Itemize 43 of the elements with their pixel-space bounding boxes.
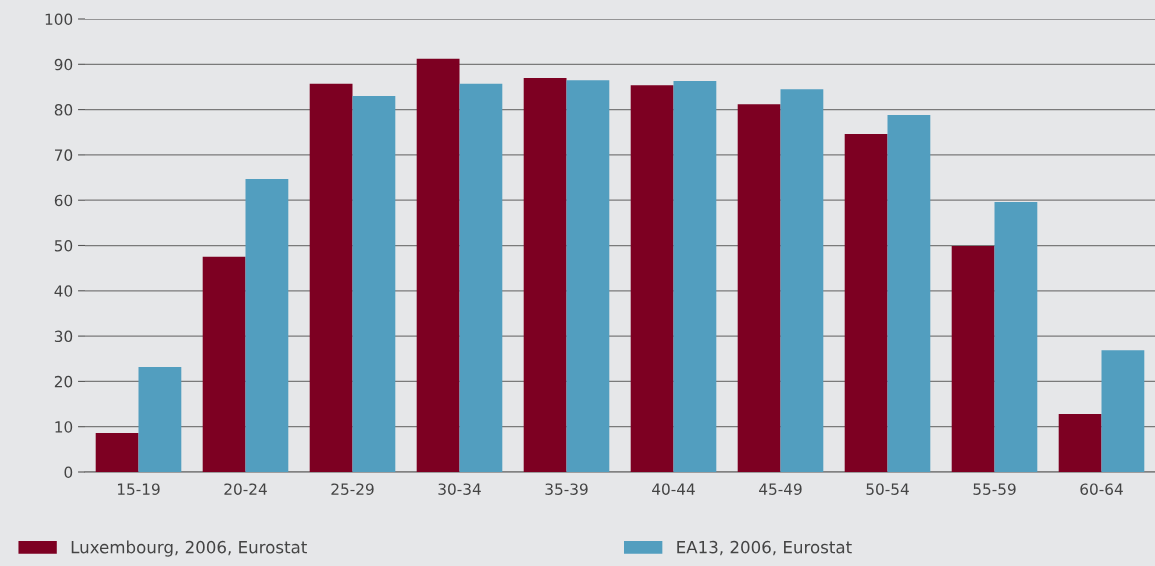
bar (673, 81, 717, 472)
y-tick-label: 0 (64, 466, 73, 479)
y-tick-label: 80 (54, 104, 73, 116)
x-tick-label: 25-29 (331, 483, 374, 495)
bar (951, 245, 995, 472)
bar (1058, 414, 1102, 472)
bar (630, 85, 674, 472)
x-tick-label: 30-34 (438, 483, 481, 495)
bar (523, 77, 567, 472)
y-tick-label: 50 (54, 239, 73, 252)
y-tick-label: 70 (55, 149, 73, 161)
y-tick-label: 10 (55, 421, 73, 433)
bar (887, 115, 931, 472)
bar (309, 83, 353, 472)
bar (994, 202, 1038, 472)
bar (566, 80, 610, 472)
x-tick-label: 50-54 (866, 483, 909, 495)
x-tick-label: 60-64 (1080, 483, 1123, 495)
bar (202, 256, 246, 472)
x-tick-label: 55-59 (973, 483, 1016, 495)
x-tick-label: 40-44 (652, 483, 695, 495)
y-tick-label: 20 (54, 375, 73, 388)
bar (95, 433, 139, 472)
bar (245, 178, 289, 472)
y-tick-label: 40 (54, 285, 73, 297)
bar (780, 89, 824, 472)
legend-label: EA13, 2006, Eurostat (677, 540, 852, 556)
y-tick-label: 30 (54, 330, 73, 343)
y-tick-label: 60 (54, 194, 73, 207)
bar (352, 96, 396, 472)
x-tick-label: 45-49 (759, 483, 802, 495)
y-tick-label: 100 (45, 13, 73, 26)
bar (416, 58, 460, 472)
x-tick-label: 20-24 (224, 483, 267, 495)
x-tick-label: 15-19 (117, 483, 160, 495)
bar (138, 366, 182, 472)
bar (1101, 350, 1145, 472)
legend-label: Luxembourg, 2006, Eurostat (71, 540, 307, 557)
x-tick-label: 35-39 (545, 483, 588, 495)
bar (844, 134, 888, 472)
bar (737, 104, 781, 472)
y-tick-label: 90 (54, 58, 73, 71)
bar (459, 83, 503, 472)
